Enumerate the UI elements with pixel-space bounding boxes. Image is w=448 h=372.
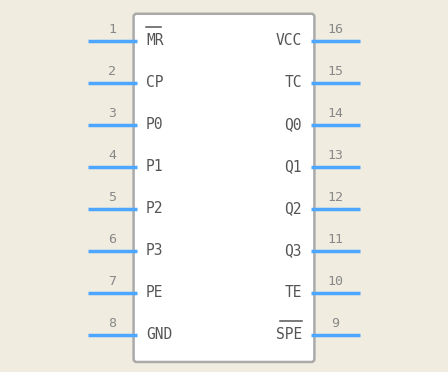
Text: 16: 16 xyxy=(327,23,344,36)
Text: 11: 11 xyxy=(327,233,344,246)
Text: 6: 6 xyxy=(108,233,116,246)
Text: Q3: Q3 xyxy=(284,243,302,258)
Text: 9: 9 xyxy=(332,317,340,330)
Text: SPE: SPE xyxy=(276,327,302,342)
Text: TE: TE xyxy=(284,285,302,300)
FancyBboxPatch shape xyxy=(134,14,314,362)
Text: 12: 12 xyxy=(327,191,344,204)
Text: 14: 14 xyxy=(327,107,344,120)
Text: 5: 5 xyxy=(108,191,116,204)
Text: GND: GND xyxy=(146,327,172,342)
Text: P3: P3 xyxy=(146,243,164,258)
Text: P0: P0 xyxy=(146,118,164,132)
Text: Q0: Q0 xyxy=(284,118,302,132)
Text: MR: MR xyxy=(146,33,164,48)
Text: 15: 15 xyxy=(327,65,344,78)
Text: P2: P2 xyxy=(146,201,164,217)
Text: 10: 10 xyxy=(327,275,344,288)
Text: 13: 13 xyxy=(327,149,344,162)
Text: 2: 2 xyxy=(108,65,116,78)
Text: Q2: Q2 xyxy=(284,201,302,217)
Text: 3: 3 xyxy=(108,107,116,120)
Text: Q1: Q1 xyxy=(284,159,302,174)
Text: TC: TC xyxy=(284,76,302,90)
Text: 4: 4 xyxy=(108,149,116,162)
Text: PE: PE xyxy=(146,285,164,300)
Text: CP: CP xyxy=(146,76,164,90)
Text: P1: P1 xyxy=(146,159,164,174)
Text: 7: 7 xyxy=(108,275,116,288)
Text: 8: 8 xyxy=(108,317,116,330)
Text: VCC: VCC xyxy=(276,33,302,48)
Text: 1: 1 xyxy=(108,23,116,36)
